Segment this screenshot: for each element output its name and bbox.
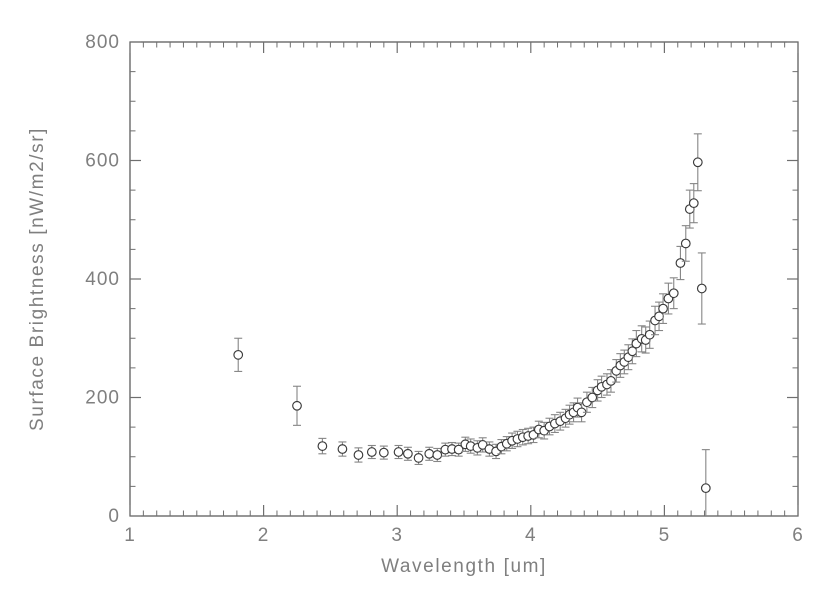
data-point <box>680 238 691 249</box>
data-point <box>692 157 703 168</box>
x-tick-label: 4 <box>525 525 537 546</box>
data-point <box>393 447 404 457</box>
x-tick-label: 3 <box>391 525 403 546</box>
data-point <box>606 376 616 386</box>
x-tick-label: 2 <box>258 525 270 546</box>
data-point <box>292 400 302 411</box>
x-tick-label: 1 <box>124 525 136 546</box>
data-point <box>432 450 443 460</box>
data-point <box>378 447 389 458</box>
data-point <box>353 450 364 460</box>
data-point <box>658 303 668 314</box>
data-point <box>668 288 679 299</box>
data-point <box>403 448 413 459</box>
y-tick-label: 200 <box>85 388 120 409</box>
data-point <box>675 258 686 268</box>
data-point <box>233 349 244 360</box>
y-tick-label: 600 <box>85 151 120 172</box>
data-point <box>696 283 707 294</box>
data-point <box>453 444 464 455</box>
y-tick-label: 400 <box>85 269 120 290</box>
data-point <box>688 198 699 209</box>
data-point <box>424 448 435 459</box>
y-tick-label: 800 <box>85 32 120 53</box>
y-axis-title: Surface Brightness [nW/m2/sr] <box>27 126 48 432</box>
data-point <box>587 392 598 403</box>
data-point <box>366 447 377 457</box>
x-axis-title: Wavelength [um] <box>381 556 547 577</box>
data-point <box>317 441 328 451</box>
data-point <box>337 444 348 454</box>
x-tick-label: 6 <box>792 525 804 546</box>
data-point <box>413 453 424 463</box>
y-tick-label: 0 <box>108 506 120 527</box>
data-point <box>700 483 711 494</box>
x-tick-label: 5 <box>659 525 671 546</box>
